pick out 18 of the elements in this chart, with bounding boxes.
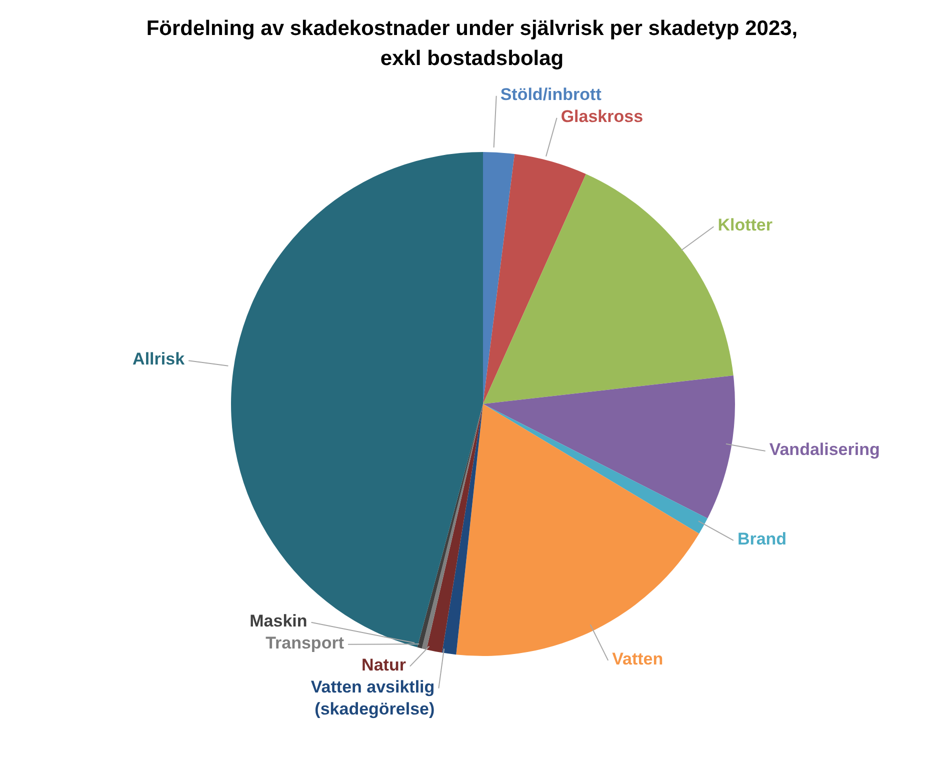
pie-slice xyxy=(483,154,586,404)
chart-title: Fördelning av skadekostnader under självrisk per skadetyp 2023, xyxy=(145,16,799,42)
slice-label: Vandalisering xyxy=(769,440,880,460)
pie-slice xyxy=(483,404,708,534)
slice-label: Maskin xyxy=(250,612,308,631)
slice-label: Klotter xyxy=(718,216,773,236)
slice-label: Vatten xyxy=(612,650,664,669)
slice-label: Allrisk xyxy=(132,350,186,370)
pie-slice xyxy=(483,152,515,404)
slice-label: Stöld/inbrott xyxy=(500,85,602,104)
slice-label: Natur xyxy=(362,656,406,675)
slice-label: Glaskross xyxy=(560,107,644,126)
pie-slice xyxy=(483,376,735,518)
pie-slice xyxy=(442,404,483,655)
slice-label: Brand xyxy=(737,530,787,549)
slice-label: Transport xyxy=(266,634,344,653)
slice-label: Vatten avsiktlig (skadegörelse) xyxy=(310,678,435,719)
chart-subtitle: exkl bostadsbolag xyxy=(379,46,565,72)
